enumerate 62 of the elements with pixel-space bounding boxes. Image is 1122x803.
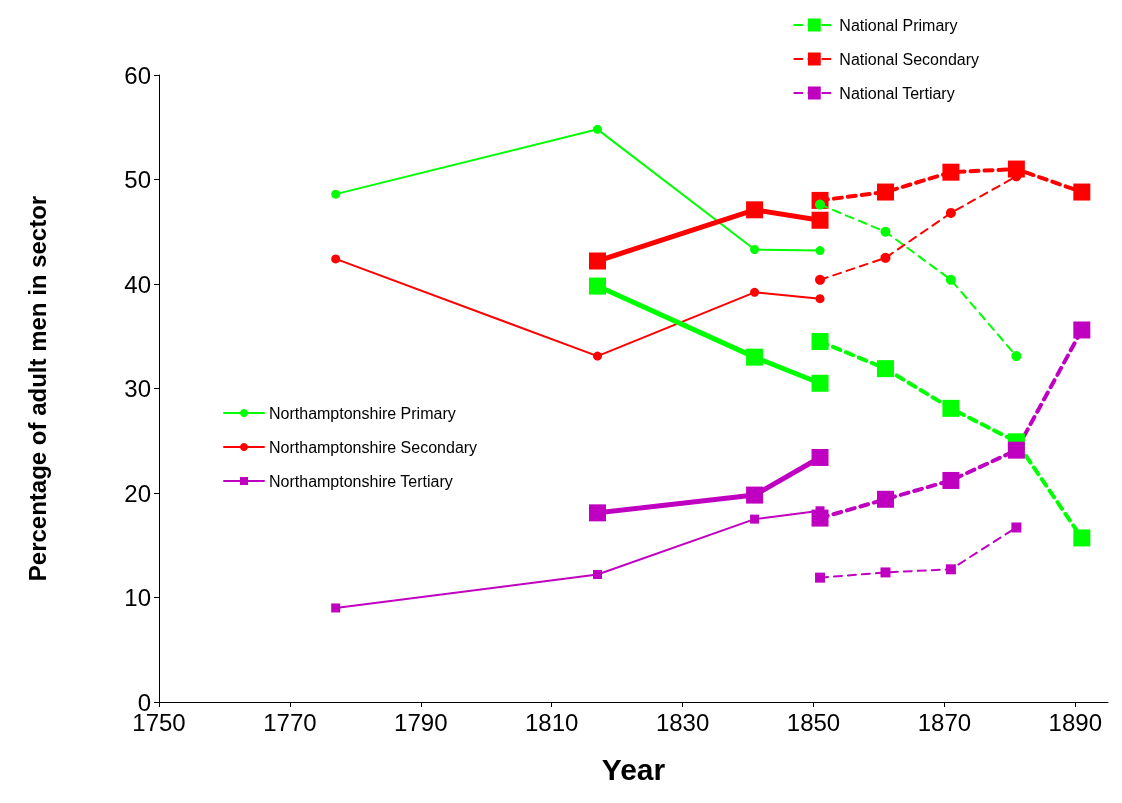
point [880,252,891,263]
point [331,254,341,264]
x-tick-label: 1770 [263,708,317,736]
point [750,514,760,524]
point [331,189,341,199]
point [1073,183,1091,201]
point [593,351,602,361]
point [1007,441,1025,459]
y-tick-label: 50 [124,166,151,193]
point [750,245,760,255]
point [945,274,956,285]
point [589,277,606,295]
point [593,124,602,134]
point [815,294,825,304]
point [815,246,825,256]
point [1011,522,1022,533]
legend-label: Northamptonshire Primary [269,404,456,422]
legend-label: Northamptonshire Tertiary [269,472,453,490]
point [942,163,960,181]
point [880,567,891,578]
point [746,201,764,219]
legend-label: National Secondary [839,50,979,68]
point [876,183,894,201]
point [880,226,891,237]
point [811,332,829,350]
point [815,274,826,285]
point [811,211,829,229]
y-axis-title: Percentage of adult men in sector [23,195,51,582]
y-tick-label: 20 [124,479,151,507]
point [746,486,764,504]
y-tick-label: 60 [124,61,151,89]
point [942,399,960,417]
point [746,348,764,366]
y-tick-label: 10 [124,584,151,611]
x-tick-label: 1830 [655,708,710,736]
legend-label: Northamptonshire Secondary [269,438,478,456]
point [1073,321,1091,339]
point [945,564,956,575]
point [811,448,829,466]
point [1073,529,1091,547]
point [593,570,602,580]
point [815,572,826,583]
legend-label: National Tertiary [839,84,955,102]
x-axis-title: Year [601,752,666,786]
x-tick-label: 1810 [524,708,579,736]
point [811,374,829,392]
point [942,471,960,489]
x-tick-label: 1870 [917,708,972,736]
point [589,504,606,522]
point [331,603,341,613]
point [1011,351,1022,362]
legend-label: National Primary [839,16,958,34]
y-tick-label: 30 [124,375,151,402]
x-tick-label: 1850 [786,708,841,736]
point [945,207,956,218]
x-tick-label: 1790 [394,708,448,736]
point [876,360,894,378]
x-tick-label: 1890 [1048,708,1102,736]
point [876,490,894,508]
y-tick-label: 40 [124,270,151,298]
point [589,252,606,270]
point [750,287,760,297]
